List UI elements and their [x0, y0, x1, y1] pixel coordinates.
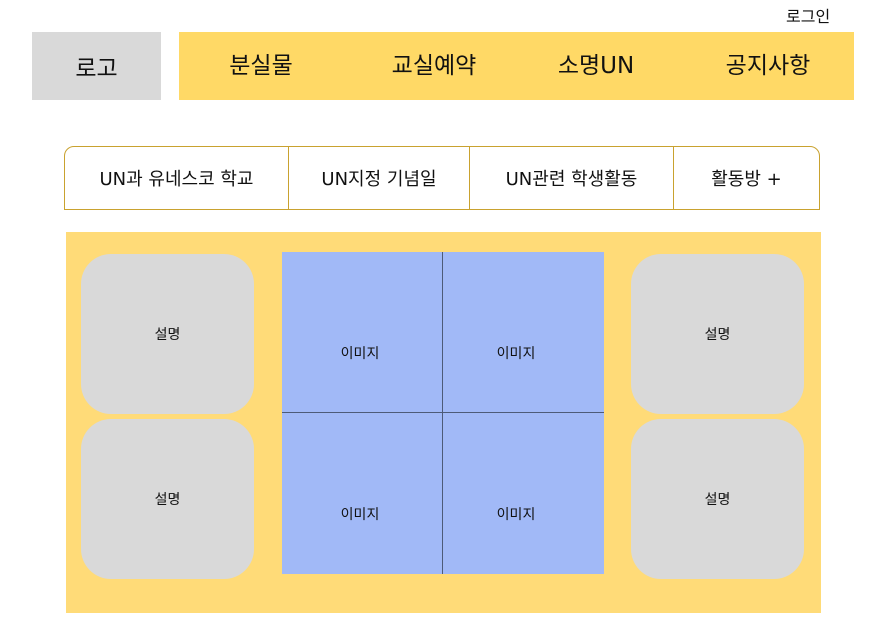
nav-item-lost-and-found[interactable]: 분실물 — [229, 53, 293, 79]
tab-un-days[interactable]: UN지정 기념일 — [288, 147, 469, 209]
image-gallery: 이미지 이미지 이미지 이미지 — [282, 252, 604, 574]
nav-item-somyeong-un[interactable]: 소명UN — [557, 53, 635, 79]
main-nav: 분실물 교실예약 소명UN 공지사항 — [179, 32, 854, 100]
description-card-left-bottom: 설명 — [81, 419, 254, 579]
tab-activity-room-add[interactable]: 활동방 + — [673, 147, 819, 209]
image-placeholder-3: 이미지 — [340, 507, 380, 523]
description-card-right-bottom: 설명 — [631, 419, 804, 579]
login-link[interactable]: 로그인 — [786, 7, 831, 26]
content-area: 설명 설명 이미지 이미지 이미지 이미지 설명 설명 — [66, 232, 821, 613]
gallery-divider-horizontal — [282, 412, 604, 413]
tab-un-unesco-school[interactable]: UN과 유네스코 학교 — [99, 169, 254, 190]
description-card-right-top: 설명 — [631, 254, 804, 414]
gallery-divider-vertical — [442, 252, 443, 574]
image-placeholder-2: 이미지 — [496, 346, 536, 362]
image-placeholder-1: 이미지 — [340, 346, 380, 362]
nav-item-classroom-reservation[interactable]: 교실예약 — [391, 53, 477, 79]
tab-un-student-activities[interactable]: UN관련 학생활동 — [469, 147, 673, 209]
description-card-left-top: 설명 — [81, 254, 254, 414]
sub-nav: UN과 유네스코 학교 UN지정 기념일 UN관련 학생활동 활동방 + — [64, 146, 820, 210]
nav-item-notices[interactable]: 공지사항 — [725, 53, 811, 79]
logo[interactable]: 로고 — [32, 32, 161, 100]
image-placeholder-4: 이미지 — [496, 507, 536, 523]
